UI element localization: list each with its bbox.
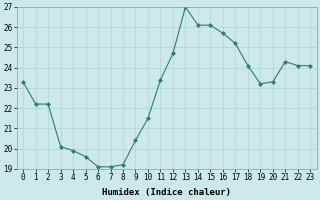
X-axis label: Humidex (Indice chaleur): Humidex (Indice chaleur) — [102, 188, 231, 197]
